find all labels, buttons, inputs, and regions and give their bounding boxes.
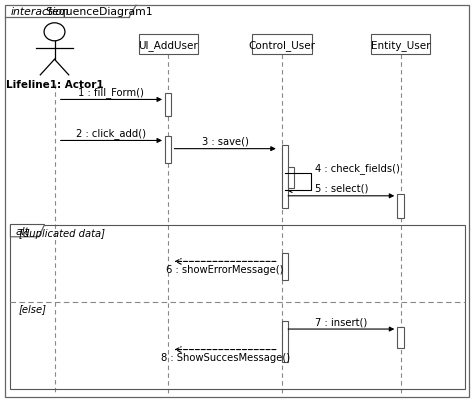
Bar: [165, 137, 172, 164]
Bar: [138, 35, 198, 55]
Text: [duplicated data]: [duplicated data]: [19, 228, 105, 238]
Text: 2 : click_add(): 2 : click_add(): [76, 127, 146, 138]
Text: 4 : check_fields(): 4 : check_fields(): [315, 163, 400, 174]
Bar: [397, 194, 403, 219]
Text: 8 : ShowSuccesMessage(): 8 : ShowSuccesMessage(): [161, 353, 290, 362]
Text: 3 : save(): 3 : save(): [202, 137, 248, 146]
Bar: [165, 94, 172, 117]
Bar: [371, 35, 430, 55]
Polygon shape: [10, 225, 45, 237]
Bar: [288, 168, 294, 188]
Text: 1 : fill_Form(): 1 : fill_Form(): [79, 86, 144, 97]
Bar: [397, 327, 403, 348]
Bar: [282, 254, 288, 280]
Text: [else]: [else]: [19, 303, 47, 313]
Text: Entity_User: Entity_User: [371, 40, 430, 50]
Bar: [282, 145, 288, 209]
Text: Lifeline1: Actor1: Lifeline1: Actor1: [6, 80, 103, 90]
Bar: [252, 35, 311, 55]
Text: Control_User: Control_User: [248, 40, 316, 50]
Text: alt: alt: [15, 226, 29, 236]
Text: interaction: interaction: [10, 7, 69, 17]
Text: 6 : showErrorMessage(): 6 : showErrorMessage(): [166, 265, 284, 274]
Text: SequenceDiagram1: SequenceDiagram1: [46, 7, 153, 17]
Text: 5 : select(): 5 : select(): [315, 184, 368, 193]
Text: UI_AddUser: UI_AddUser: [138, 40, 198, 50]
Bar: [282, 321, 288, 362]
Bar: [10, 225, 465, 389]
Text: 7 : insert(): 7 : insert(): [315, 317, 367, 326]
